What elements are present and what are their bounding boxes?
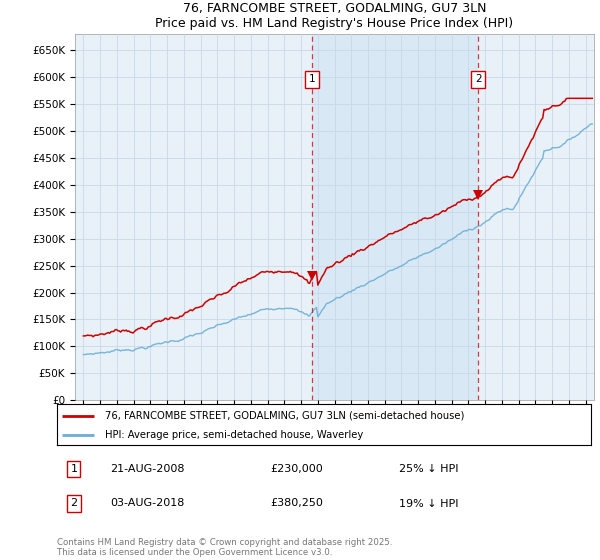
Title: 76, FARNCOMBE STREET, GODALMING, GU7 3LN
Price paid vs. HM Land Registry's House: 76, FARNCOMBE STREET, GODALMING, GU7 3LN… (155, 2, 514, 30)
Text: 1: 1 (308, 74, 315, 85)
Text: 2: 2 (475, 74, 482, 85)
Text: 2: 2 (70, 498, 77, 508)
Text: 1: 1 (70, 464, 77, 474)
Text: 03-AUG-2018: 03-AUG-2018 (110, 498, 185, 508)
Bar (312, 34, 478, 400)
Text: 25% ↓ HPI: 25% ↓ HPI (399, 464, 458, 474)
Text: HPI: Average price, semi-detached house, Waverley: HPI: Average price, semi-detached house,… (105, 430, 364, 440)
Text: 21-AUG-2008: 21-AUG-2008 (110, 464, 185, 474)
Text: £380,250: £380,250 (271, 498, 323, 508)
Text: Contains HM Land Registry data © Crown copyright and database right 2025.
This d: Contains HM Land Registry data © Crown c… (57, 538, 392, 557)
Text: 76, FARNCOMBE STREET, GODALMING, GU7 3LN (semi-detached house): 76, FARNCOMBE STREET, GODALMING, GU7 3LN… (105, 411, 464, 421)
Text: 19% ↓ HPI: 19% ↓ HPI (399, 498, 458, 508)
Text: £230,000: £230,000 (271, 464, 323, 474)
